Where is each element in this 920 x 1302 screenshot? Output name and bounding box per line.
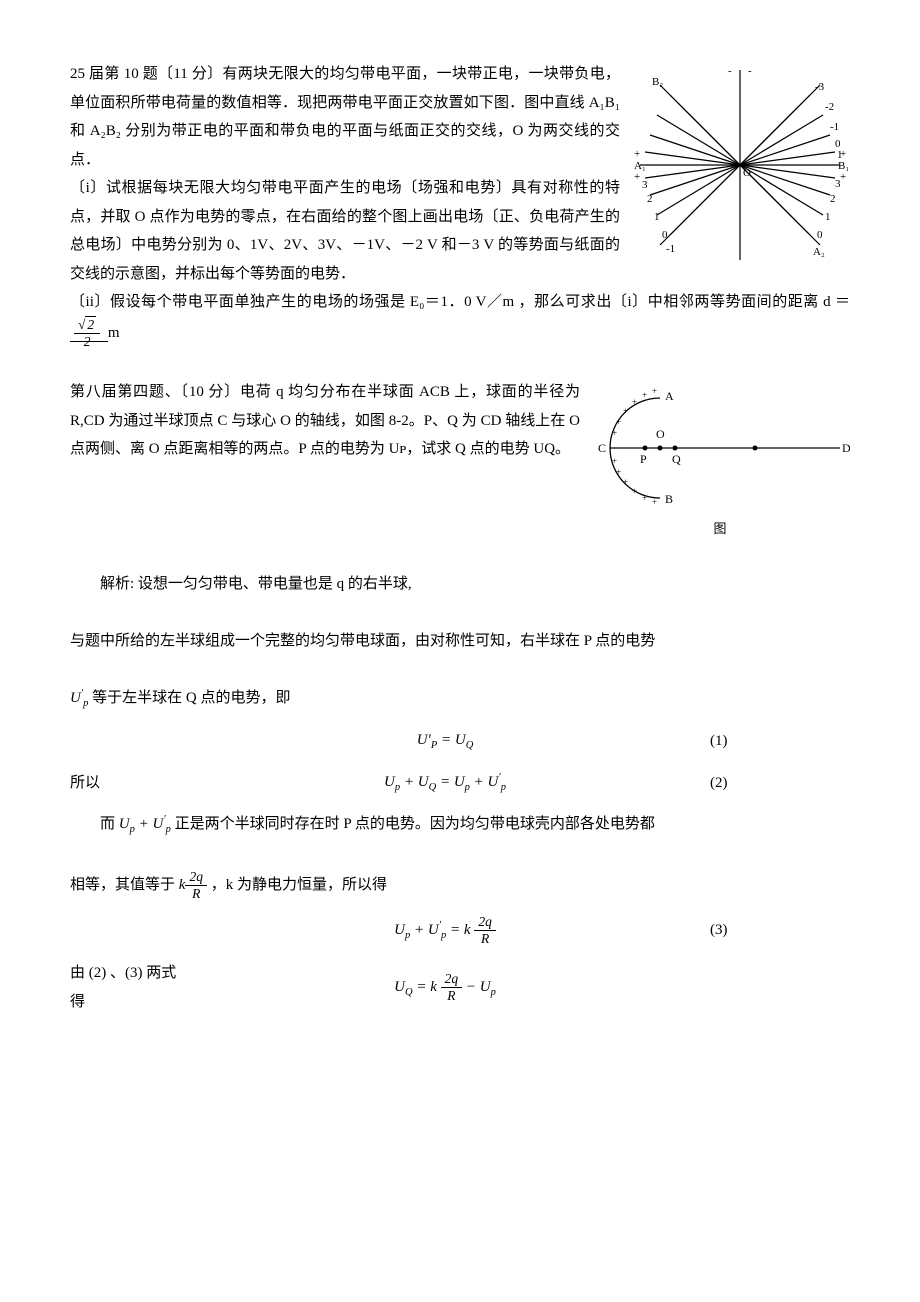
- svg-text:-: -: [728, 65, 732, 77]
- svg-text:-1: -1: [830, 121, 839, 133]
- equation-4: 由 (2) 、(3) 两式得 UQ = k 2qR − Up: [70, 959, 850, 1016]
- svg-text:+: +: [612, 456, 617, 466]
- label-A2-bot: A₂: [813, 246, 825, 258]
- problem-2-diagram: +++ +++ +++ +++ A B C D O P Q 图: [590, 378, 850, 541]
- svg-text:-1: -1: [666, 243, 675, 255]
- svg-text:B: B: [665, 492, 673, 506]
- solution-p4: 相等，其值等于 k2qR ，k 为静电力恒量，所以得: [70, 869, 850, 902]
- problem-1-part-ii: 〔ii〕假设每个带电平面单独产生的电场的场强是 E₀＝1．0 V／m ，那么可求…: [70, 288, 850, 350]
- problem-1-part-ii-a: 〔ii〕假设每个带电平面单独产生的电场的场强是 E₀＝1．0 V／m ，那么可求…: [70, 294, 850, 310]
- svg-text:-2: -2: [825, 101, 834, 113]
- solution-p1: 与题中所给的左半球组成一个完整的均匀带电球面，由对称性可知，右半球在 P 点的电…: [70, 627, 850, 656]
- svg-text:+: +: [616, 467, 621, 477]
- svg-text:1: 1: [654, 211, 660, 223]
- svg-text:+: +: [612, 428, 617, 438]
- svg-text:+: +: [632, 397, 637, 407]
- solution-lead: 解析: 设想一匀匀带电、带电量也是 q 的右半球,: [70, 570, 850, 599]
- solution-p3: 而 Up + U′p 正是两个半球同时存在时 P 点的电势。因为均匀带电球壳内部…: [70, 810, 850, 840]
- svg-text:+: +: [652, 386, 657, 396]
- svg-text:0: 0: [662, 229, 668, 241]
- svg-text:+: +: [634, 148, 640, 160]
- svg-text:0: 0: [817, 229, 823, 241]
- svg-text:2: 2: [647, 193, 653, 205]
- equation-2: 所以 Up + UQ = Up + U′p (2): [70, 768, 850, 798]
- svg-text:+: +: [623, 477, 628, 487]
- label-B2-top: B₂: [652, 76, 663, 88]
- svg-text:+: +: [642, 390, 647, 400]
- svg-text:+: +: [642, 493, 647, 503]
- svg-text:2: 2: [830, 193, 836, 205]
- answer-blank: √2 2: [70, 325, 108, 342]
- svg-text:3: 3: [835, 178, 841, 190]
- diagram-caption: 图: [590, 517, 850, 542]
- problem-1-diagram: A₁ B₁ B₂ A₂ O + + + + - - -3 -2 -1 0 1 3…: [630, 60, 850, 279]
- equation-1: U′P = UQ (1): [70, 726, 850, 756]
- svg-text:P: P: [640, 452, 647, 466]
- svg-text:O: O: [656, 427, 665, 441]
- svg-text:C: C: [598, 441, 606, 455]
- svg-text:+: +: [616, 417, 621, 427]
- hemisphere-diagram: +++ +++ +++ +++ A B C D O P Q: [590, 378, 850, 508]
- svg-text:+: +: [623, 406, 628, 416]
- svg-text:Q: Q: [672, 452, 681, 466]
- svg-text:+: +: [632, 486, 637, 496]
- svg-text:3: 3: [642, 179, 648, 191]
- svg-text:-: -: [748, 65, 752, 77]
- svg-text:+: +: [840, 171, 846, 183]
- problem-1: A₁ B₁ B₂ A₂ O + + + + - - -3 -2 -1 0 1 3…: [70, 60, 850, 350]
- equation-3: Up + U′p = k 2qR (3): [70, 914, 850, 947]
- svg-text:+: +: [634, 171, 640, 183]
- svg-text:A: A: [665, 389, 674, 403]
- svg-text:-3: -3: [815, 81, 825, 93]
- equipotential-diagram: A₁ B₁ B₂ A₂ O + + + + - - -3 -2 -1 0 1 3…: [630, 60, 850, 270]
- svg-text:1: 1: [825, 211, 831, 223]
- svg-text:+: +: [652, 497, 657, 507]
- label-O: O: [743, 167, 751, 179]
- svg-text:D: D: [842, 441, 850, 455]
- svg-text:1: 1: [837, 149, 843, 161]
- solution-p2: U′p 等于左半球在 Q 点的电势，即: [70, 684, 850, 714]
- problem-2: +++ +++ +++ +++ A B C D O P Q 图 第八届第四题、〔…: [70, 378, 850, 541]
- problem-1-part-ii-b: m: [108, 325, 120, 341]
